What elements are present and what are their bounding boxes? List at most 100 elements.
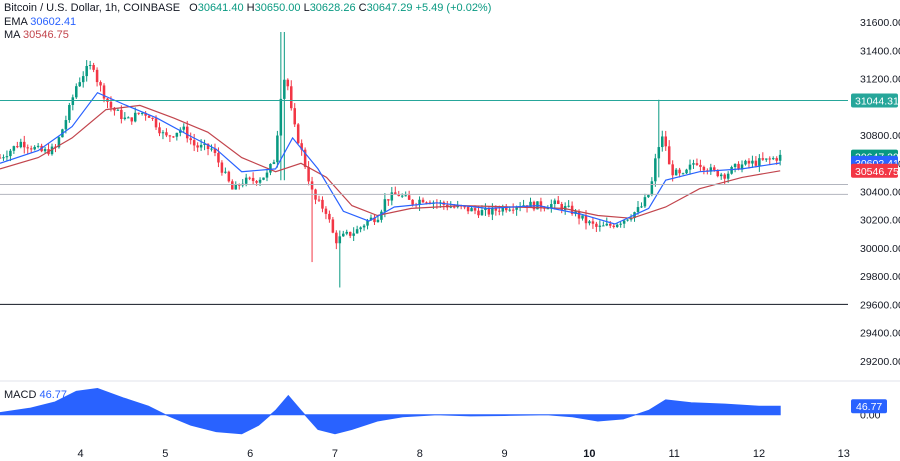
macd-legend: MACD 46.77 (4, 389, 67, 401)
candle-body (5, 156, 9, 158)
price-badge[interactable] (851, 93, 898, 108)
candle-body (723, 174, 726, 179)
candle-body (0, 157, 2, 159)
candle-body (397, 194, 401, 197)
candle-body (678, 169, 681, 174)
candle-body (185, 126, 189, 139)
candle-body (702, 166, 706, 171)
candle-body (418, 199, 421, 205)
time-axis[interactable]: 4 5 6 7 8 9 10 11 12 13 (77, 448, 849, 460)
candle-body (369, 217, 373, 221)
candle-body (577, 211, 581, 219)
price-badge[interactable] (851, 163, 898, 178)
candle-body (362, 225, 366, 228)
low-value: 30628.26 (309, 2, 356, 14)
candle-body (546, 208, 550, 210)
candle-body (64, 120, 68, 130)
open-value: 30641.40 (197, 2, 244, 14)
candle-body (553, 200, 557, 205)
candle-body (133, 112, 137, 122)
candle-body (383, 199, 387, 212)
candle-body (695, 163, 699, 165)
candle-body (425, 202, 428, 204)
candle-body (248, 177, 251, 179)
horizontal-levels[interactable] (0, 100, 848, 305)
candle-body (556, 200, 560, 204)
candle-body (411, 199, 414, 205)
candle-body (744, 160, 747, 165)
ma-line (0, 104, 781, 219)
candle-body (206, 143, 210, 150)
candle-body (165, 132, 168, 136)
candle-body (407, 195, 411, 200)
candle-body (473, 208, 477, 211)
candle-body (189, 138, 192, 141)
time-tick-label: 5 (162, 448, 168, 460)
candle-body (12, 146, 16, 151)
candle-body (477, 210, 480, 216)
change-value: +5.49 (+0.02%) (415, 2, 492, 14)
price-badge-label: 31044.31 (855, 96, 899, 108)
macd-badge[interactable] (851, 399, 887, 414)
candle-body (466, 206, 470, 212)
candle-body (26, 147, 30, 149)
candle-body (751, 160, 754, 164)
candle-body (213, 148, 217, 153)
candle-body (768, 158, 772, 160)
candle-body (2, 157, 5, 159)
candle-body (113, 107, 116, 111)
candle-body (400, 195, 404, 197)
candle-body (484, 208, 487, 211)
candle-body (85, 65, 88, 77)
candle-body (667, 146, 671, 165)
candle-body (591, 221, 595, 224)
candle-body (23, 141, 26, 148)
candle-body (99, 82, 102, 86)
candle-body (81, 76, 85, 83)
candle-body (95, 69, 99, 83)
price-tick-label: 30200.00 (860, 215, 900, 227)
price-axis[interactable]: 31600.0031400.0031200.0030800.0030600.00… (851, 17, 900, 422)
candle-body (504, 206, 508, 211)
candle-body (713, 167, 716, 170)
candle-body (310, 181, 314, 190)
candle-body (127, 117, 130, 119)
candle-body (588, 221, 591, 224)
candle-body (550, 204, 553, 209)
candle-body (352, 233, 355, 236)
candle-body (778, 154, 782, 161)
candle-body (158, 127, 161, 134)
high-label: H (246, 2, 255, 14)
candle-body (303, 149, 307, 167)
candle-body (692, 163, 695, 165)
candle-body (615, 224, 619, 227)
candle-body (116, 109, 120, 111)
candle-body (733, 163, 737, 168)
candle-body (43, 149, 47, 152)
candle-body (258, 179, 262, 183)
candle-body (234, 184, 238, 190)
candle-body (210, 148, 213, 150)
ma-value: 30546.75 (22, 29, 69, 41)
candle-body (765, 158, 768, 160)
candle-body (498, 210, 501, 212)
candle-body (192, 140, 196, 146)
candle-body (321, 199, 324, 209)
candle-body (75, 86, 78, 98)
candle-body (220, 162, 224, 173)
candle-body (154, 118, 158, 128)
time-tick-label: 10 (583, 448, 595, 460)
candle-body (508, 209, 511, 211)
time-tick-label: 7 (332, 448, 338, 460)
price-tick-label: 29800.00 (860, 271, 900, 283)
indicator-lines (0, 91, 781, 225)
candle-body (487, 208, 491, 215)
candle-body (196, 145, 199, 148)
candle-body (338, 236, 342, 244)
candle-body (681, 173, 685, 175)
candlestick-series (0, 31, 782, 288)
candle-body (376, 219, 380, 223)
candle-body (137, 112, 140, 114)
candle-body (699, 164, 702, 167)
